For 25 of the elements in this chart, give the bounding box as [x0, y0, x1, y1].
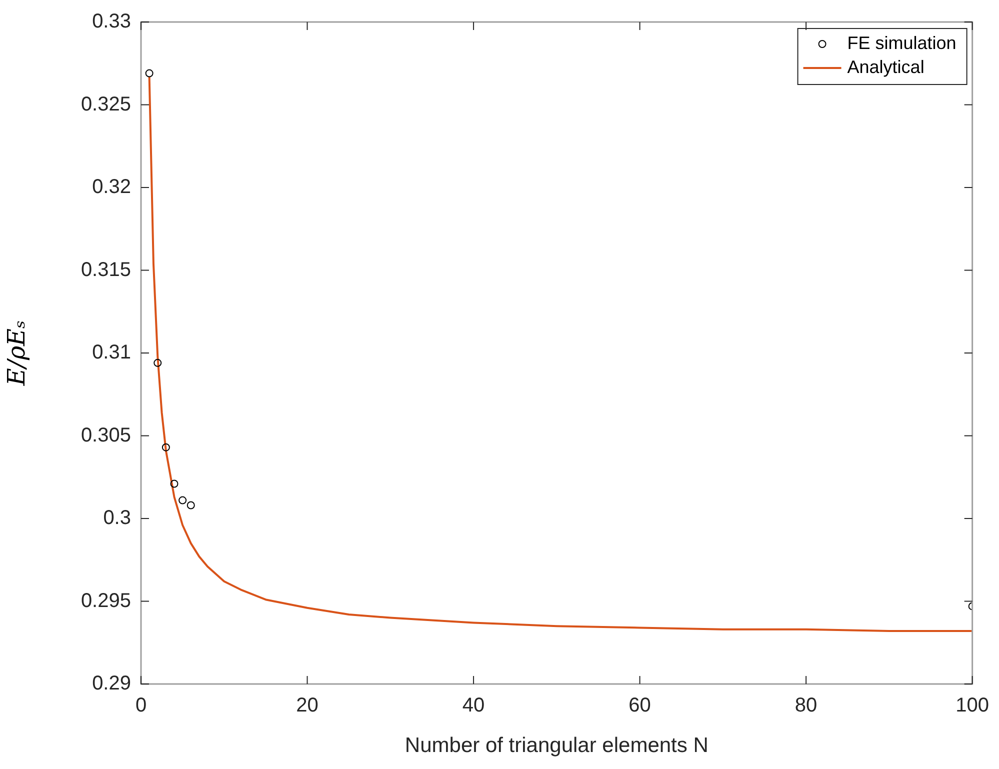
x-axis-title: Number of triangular elements N: [404, 734, 708, 758]
point: [186, 501, 195, 510]
x-tick-label: 100: [956, 694, 990, 717]
y-tick-label: 0.3: [103, 507, 131, 530]
x-tick-label: 80: [794, 694, 818, 717]
point: [162, 443, 170, 452]
y-tick-label: 0.315: [80, 258, 131, 281]
x-tick-label: 60: [628, 694, 651, 717]
x-tick-label: 0: [135, 694, 147, 717]
y-tick-label: 0.32: [92, 176, 131, 198]
point: [154, 358, 162, 367]
legend-label: Analytical: [847, 56, 924, 77]
point: [170, 480, 178, 488]
point: [178, 496, 187, 504]
x-tick-label: 40: [462, 694, 485, 717]
y-tick-label: 0.295: [80, 590, 131, 612]
point: [145, 69, 154, 78]
y-tick-label: 0.31: [92, 342, 131, 364]
y-tick-label: 0.33: [92, 10, 131, 33]
y-tick-label: 0.325: [80, 93, 131, 116]
x-tick-label: 20: [296, 694, 318, 717]
legend-label: FE simulation: [847, 32, 956, 53]
y-axis-title: E/ρEₛ: [2, 320, 31, 387]
y-tick-label: 0.29: [92, 672, 131, 695]
y-tick-label: 0.305: [80, 424, 131, 446]
